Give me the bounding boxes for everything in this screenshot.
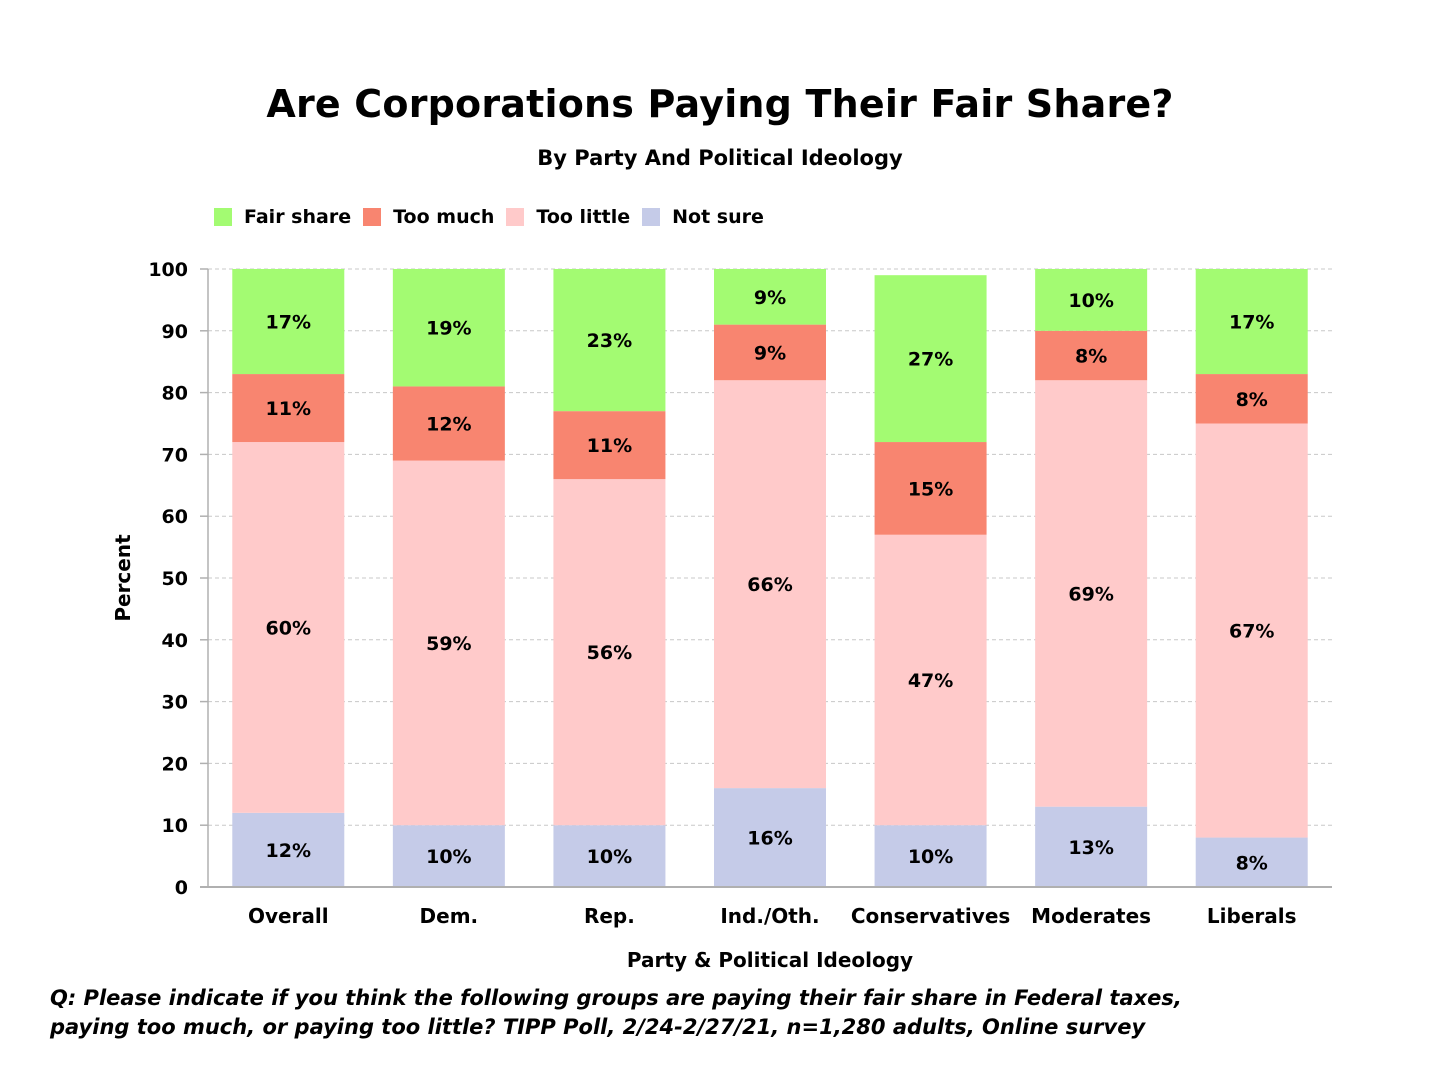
bar-segment-fair-share <box>874 275 987 443</box>
y-tick-label: 20 <box>162 753 188 775</box>
bar-segment-too-much <box>232 374 345 443</box>
x-tick-label: Ind./Oth. <box>720 904 819 928</box>
y-tick-label: 60 <box>162 506 188 528</box>
data-label: 56% <box>587 642 632 664</box>
data-label: 69% <box>1068 583 1113 605</box>
y-tick-label: 100 <box>148 259 188 281</box>
bar-segment-too-little <box>232 442 345 813</box>
data-label: 66% <box>747 574 792 596</box>
data-label: 13% <box>1068 837 1113 859</box>
data-label: 16% <box>747 828 792 850</box>
data-label: 17% <box>266 312 311 334</box>
x-tick-label: Overall <box>248 904 329 928</box>
bar-segment-not-sure <box>232 812 345 887</box>
y-tick-label: 50 <box>162 568 188 590</box>
data-label: 23% <box>587 330 632 352</box>
y-tick-label: 70 <box>162 444 188 466</box>
x-axis-title: Party & Political Ideology <box>627 948 913 972</box>
bar-segment-fair-share <box>553 269 666 412</box>
legend-item-not-sure: Not sure <box>642 206 764 228</box>
y-tick-label: 80 <box>162 383 188 405</box>
bar-segment-too-much <box>874 442 987 535</box>
bar-segment-too-little <box>874 534 987 826</box>
data-label: 11% <box>587 435 632 457</box>
data-label: 10% <box>426 846 471 868</box>
bar-segment-fair-share <box>392 269 505 387</box>
y-tick-label: 0 <box>175 877 188 899</box>
data-label: 67% <box>1229 621 1274 643</box>
y-tick-label: 40 <box>162 630 188 652</box>
bar-segment-too-little <box>1035 380 1148 807</box>
legend-item-fair-share: Fair share <box>214 206 351 228</box>
data-label: 15% <box>908 478 953 500</box>
legend-swatch <box>506 208 525 226</box>
bar-segment-too-much <box>1035 330 1148 381</box>
y-tick-label: 30 <box>162 692 188 714</box>
bar-segment-not-sure <box>714 788 826 887</box>
footnote-line-2: paying too much, or paying too little? T… <box>50 1015 1146 1039</box>
bar-segment-fair-share <box>1035 269 1148 331</box>
data-label: 47% <box>908 670 953 692</box>
data-label: 60% <box>266 617 311 639</box>
bar-segment-too-much <box>392 386 505 461</box>
bar-segment-fair-share <box>1195 269 1308 375</box>
data-label: 9% <box>754 287 786 309</box>
legend-item-too-much: Too much <box>363 206 494 228</box>
chart-subtitle: By Party And Political Ideology <box>537 146 903 170</box>
bar-segment-not-sure <box>392 825 505 887</box>
bar-segment-too-much <box>1195 374 1308 424</box>
x-tick-label: Dem. <box>420 904 479 928</box>
bar-segment-fair-share <box>714 269 826 325</box>
y-axis-title: Percent <box>111 534 135 622</box>
chart-title: Are Corporations Paying Their Fair Share… <box>266 82 1174 126</box>
data-label: 8% <box>1075 346 1107 368</box>
bar-segment-fair-share <box>232 269 345 375</box>
data-label: 8% <box>1236 852 1268 874</box>
data-label: 10% <box>587 846 632 868</box>
bar-segment-not-sure <box>874 825 987 887</box>
data-label: 19% <box>426 318 471 340</box>
data-label: 12% <box>426 414 471 436</box>
y-tick-label: 10 <box>162 815 188 837</box>
legend-swatch <box>642 208 661 226</box>
bar-segment-too-little <box>1195 423 1308 838</box>
data-label: 11% <box>266 398 311 420</box>
legend-label: Fair share <box>244 206 352 228</box>
bar-segment-not-sure <box>553 825 666 887</box>
bar-segment-too-much <box>553 411 666 480</box>
data-label: 10% <box>1068 290 1113 312</box>
bar-segment-too-little <box>392 460 505 826</box>
legend-item-too-little: Too little <box>506 206 630 228</box>
x-tick-label: Rep. <box>584 904 635 928</box>
bar-segment-too-much <box>714 324 826 381</box>
data-label: 12% <box>266 840 311 862</box>
data-label: 10% <box>908 846 953 868</box>
data-label: 9% <box>754 342 786 364</box>
bar-segment-not-sure <box>1195 837 1308 887</box>
footnote: Q: Please indicate if you think the foll… <box>50 984 1182 1042</box>
data-label: 27% <box>908 349 953 371</box>
bar-segment-not-sure <box>1035 806 1148 887</box>
legend: Fair share Too much Too little Not sure <box>214 206 776 228</box>
bar-segment-too-little <box>553 479 666 826</box>
x-tick-label: Moderates <box>1031 904 1151 928</box>
legend-swatch <box>214 208 232 226</box>
footnote-line-1: Q: Please indicate if you think the foll… <box>50 986 1182 1010</box>
legend-label: Not sure <box>672 206 764 228</box>
y-tick-label: 90 <box>162 321 188 343</box>
legend-swatch <box>363 208 382 226</box>
x-tick-label: Liberals <box>1207 904 1297 928</box>
bar-segment-too-little <box>714 380 826 789</box>
data-label: 8% <box>1236 389 1268 411</box>
legend-label: Too little <box>536 206 631 228</box>
data-label: 59% <box>426 633 471 655</box>
legend-label: Too much <box>393 206 495 228</box>
x-tick-label: Conservatives <box>851 904 1010 928</box>
data-label: 17% <box>1229 312 1274 334</box>
